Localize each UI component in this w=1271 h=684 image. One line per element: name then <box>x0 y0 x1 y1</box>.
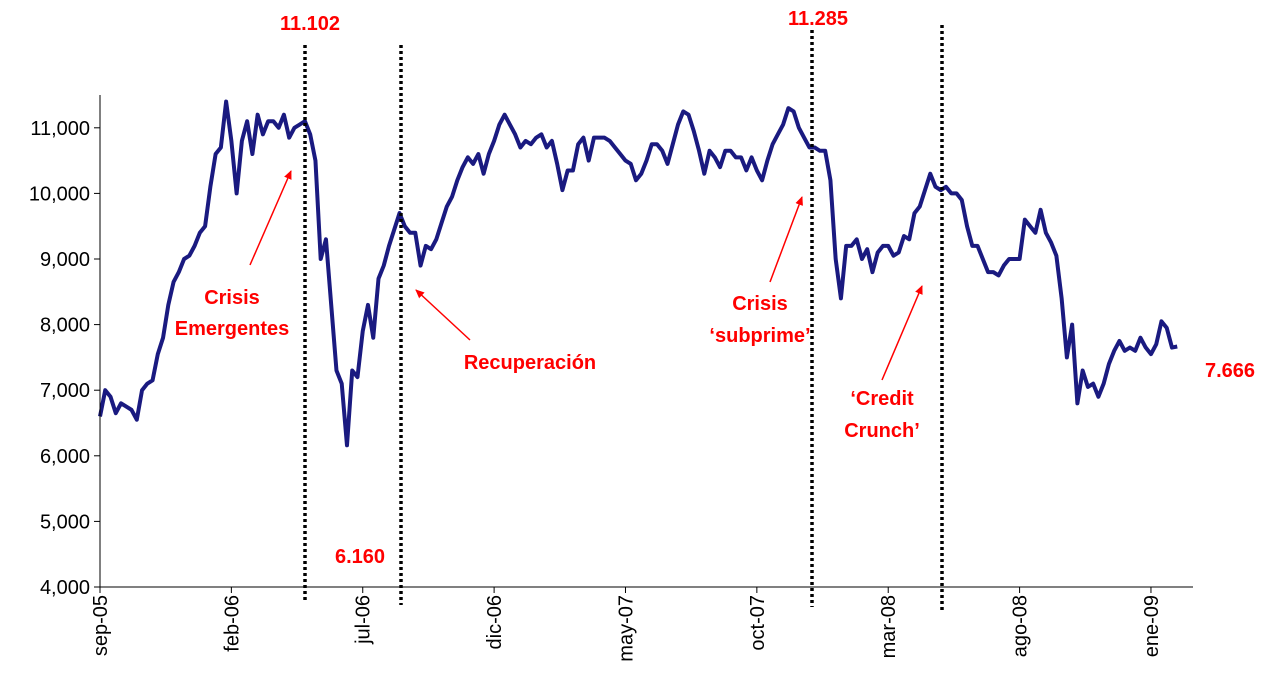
y-tick-label: 9,000 <box>40 249 90 271</box>
x-tick-label: mar-08 <box>878 595 900 658</box>
line-series <box>98 99 1178 448</box>
y-tick-label: 6,000 <box>40 446 90 468</box>
x-tick-label: ene-09 <box>1141 595 1163 657</box>
annotation: Crisis <box>732 293 788 315</box>
y-tick-label: 7,000 <box>40 380 90 402</box>
annotation: Crisis <box>204 287 260 309</box>
y-tick-label: 5,000 <box>40 511 90 533</box>
x-tick-label: dic-06 <box>484 595 506 649</box>
y-tick-label: 4,000 <box>40 577 90 599</box>
x-tick-label: jul-06 <box>353 595 375 645</box>
x-tick-label: may-07 <box>615 595 637 662</box>
x-tick-label: sep-05 <box>90 595 112 656</box>
annotation: 6.160 <box>335 546 385 568</box>
arrow <box>415 289 471 341</box>
annotation: 11.102 <box>280 13 340 35</box>
annotation: 11.285 <box>788 8 848 30</box>
annotation: 7.666 <box>1205 360 1255 382</box>
arrow <box>881 285 923 381</box>
y-tick-label: 10,000 <box>29 183 90 205</box>
x-tick-label: ago-08 <box>1010 595 1032 657</box>
arrow <box>249 170 292 266</box>
annotation: Emergentes <box>175 318 290 340</box>
y-tick-label: 11,000 <box>30 118 90 140</box>
annotation: Recuperación <box>464 352 596 374</box>
annotation: Crunch’ <box>844 420 920 442</box>
arrow <box>769 196 803 283</box>
y-tick-label: 8,000 <box>40 315 90 337</box>
x-tick-label: feb-06 <box>221 595 243 652</box>
annotation: ‘Credit <box>850 388 914 410</box>
x-tick-label: oct-07 <box>747 595 769 651</box>
annotation: ‘subprime’ <box>709 325 810 347</box>
